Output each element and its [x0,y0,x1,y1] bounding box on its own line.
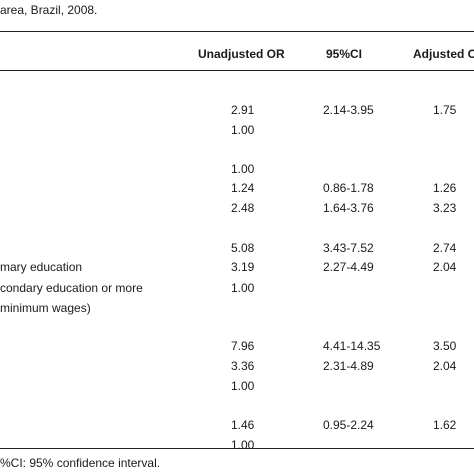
header-unadjusted-or: Unadjusted OR [198,47,285,61]
adjusted-or-value: 3.50 [433,339,457,353]
top-rule [0,31,474,32]
ci-value: 2.14-3.95 [323,103,374,117]
bottom-rule [0,448,474,449]
unadjusted-or-value: 7.96 [231,339,255,353]
ci-value: 2.31-4.89 [323,359,374,373]
unadjusted-or-value: 3.19 [231,260,255,274]
table-footnote: %CI: 95% confidence interval. [0,456,161,470]
header-rule [0,70,474,71]
adjusted-or-value: 2.04 [433,359,457,373]
ci-value: 0.86-1.78 [323,181,374,195]
table-caption: area, Brazil, 2008. [0,3,98,17]
unadjusted-or-value: 1.00 [231,379,255,393]
ci-value: 4.41-14.35 [323,339,381,353]
unadjusted-or-value: 5.08 [231,241,255,255]
ci-value: 1.64-3.76 [323,201,374,215]
row-label: condary education or more [0,281,143,295]
adjusted-or-value: 2.74 [433,241,457,255]
ci-value: 2.27-4.49 [323,260,374,274]
adjusted-or-value: 2.04 [433,260,457,274]
header-adjusted-or: Adjusted O [413,47,474,61]
adjusted-or-value: 3.23 [433,201,457,215]
unadjusted-or-value: 1.46 [231,418,255,432]
unadjusted-or-value: 1.00 [231,438,255,452]
row-label: minimum wages) [0,301,91,315]
ci-value: 3.43-7.52 [323,241,374,255]
header-95ci: 95%CI [326,47,363,61]
ci-value: 0.95-2.24 [323,418,374,432]
adjusted-or-value: 1.75 [433,103,457,117]
adjusted-or-value: 1.62 [433,418,457,432]
unadjusted-or-value: 1.24 [231,181,255,195]
unadjusted-or-value: 1.00 [231,281,255,295]
unadjusted-or-value: 2.48 [231,201,255,215]
adjusted-or-value: 1.26 [433,181,457,195]
unadjusted-or-value: 3.36 [231,359,255,373]
unadjusted-or-value: 1.00 [231,162,255,176]
row-label: mary education [0,260,83,274]
unadjusted-or-value: 1.00 [231,123,255,137]
unadjusted-or-value: 2.91 [231,103,255,117]
